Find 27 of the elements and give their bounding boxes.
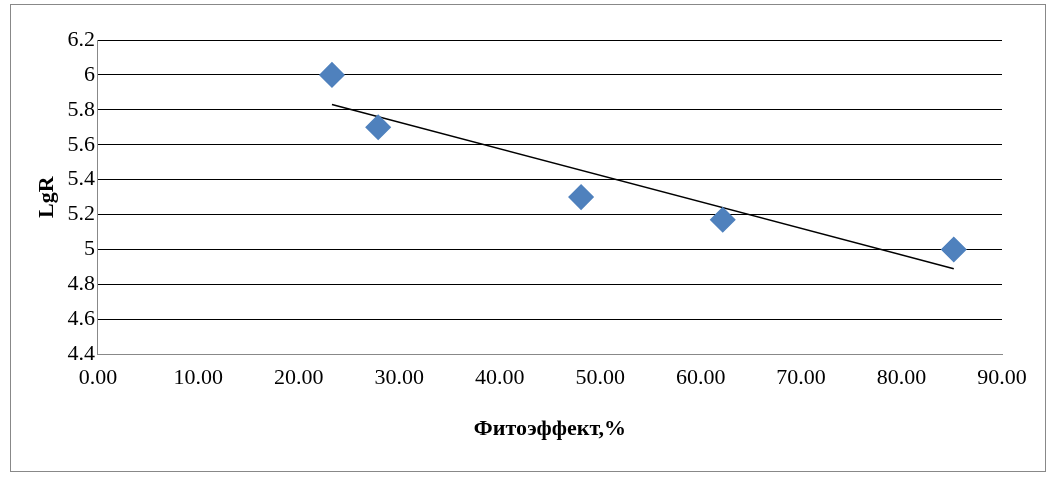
x-tick-label: 30.00 [374,364,425,390]
x-tick-label: 60.00 [675,364,726,390]
x-axis-title: Фитоэффект,% [473,415,627,441]
x-tick-label: 20.00 [274,364,324,390]
point [568,184,594,210]
x-tick-label: 70.00 [776,364,826,390]
y-tick-label: 5.4 [67,165,95,191]
y-tick-label: 4.6 [67,305,95,331]
y-tick-label: 5.8 [67,95,95,121]
point [319,62,345,88]
y-tick-label: 4.8 [67,270,95,296]
y-tick-label: 5.2 [67,200,95,226]
y-tick-label: 4.4 [67,339,95,365]
y-tick-label: 6.2 [67,25,95,51]
x-tick-label: 40.00 [474,364,525,390]
point [709,207,736,233]
x-tick-label: 10.00 [173,364,224,390]
x-tick-label: 90.00 [977,364,1027,390]
point [365,114,391,141]
point [941,236,967,263]
x-tick-label: 0.00 [78,364,118,390]
y-tick-label: 6 [83,60,95,86]
x-tick-label: 50.00 [575,364,625,390]
y-axis-title: LgR [32,175,58,218]
y-tick-label: 5.6 [67,130,95,156]
y-tick-label: 5 [83,235,95,261]
x-tick-label: 80.00 [876,364,927,390]
